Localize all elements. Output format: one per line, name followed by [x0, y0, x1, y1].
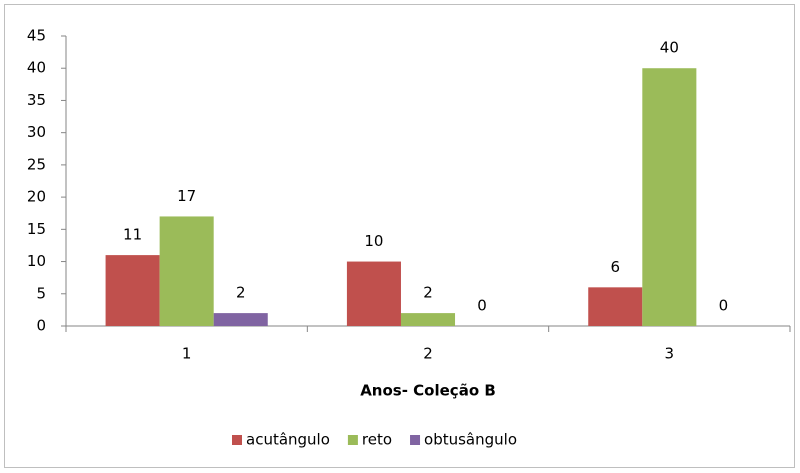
- bar: [588, 287, 643, 326]
- data-label: 0: [719, 297, 729, 315]
- y-tick-label: 35: [27, 91, 46, 109]
- data-label: 0: [477, 297, 487, 315]
- y-tick-label: 40: [27, 59, 46, 77]
- data-label: 2: [236, 284, 246, 302]
- y-tick-label: 30: [27, 123, 46, 141]
- legend-swatch: [410, 435, 421, 445]
- data-label: 2: [423, 284, 433, 302]
- y-tick-label: 45: [27, 27, 46, 45]
- y-tick-label: 15: [27, 220, 46, 238]
- bar: [105, 255, 160, 326]
- legend-swatch: [347, 435, 358, 445]
- data-label: 40: [660, 39, 679, 57]
- bar: [159, 216, 214, 326]
- data-label: 17: [177, 187, 196, 205]
- y-tick-label: 20: [27, 188, 46, 206]
- x-axis-title: Anos- Coleção B: [360, 382, 496, 400]
- y-tick-label: 25: [27, 155, 46, 173]
- x-tick-label: 1: [182, 345, 192, 363]
- data-label: 11: [123, 226, 142, 244]
- bar: [400, 313, 456, 326]
- x-tick-label: 3: [665, 345, 675, 363]
- legend-label: obtusângulo: [424, 431, 517, 449]
- bar: [213, 313, 268, 326]
- x-tick-label: 2: [423, 345, 433, 363]
- y-tick-label: 10: [27, 252, 46, 270]
- legend-swatch: [232, 435, 242, 445]
- data-label: 6: [611, 258, 621, 276]
- bar: [642, 68, 697, 326]
- legend-label: acutângulo: [246, 431, 330, 449]
- legend-label: reto: [362, 431, 392, 449]
- data-label: 10: [364, 232, 383, 250]
- y-tick-label: 5: [36, 284, 46, 302]
- bar: [346, 261, 401, 326]
- y-tick-label: 0: [36, 317, 46, 335]
